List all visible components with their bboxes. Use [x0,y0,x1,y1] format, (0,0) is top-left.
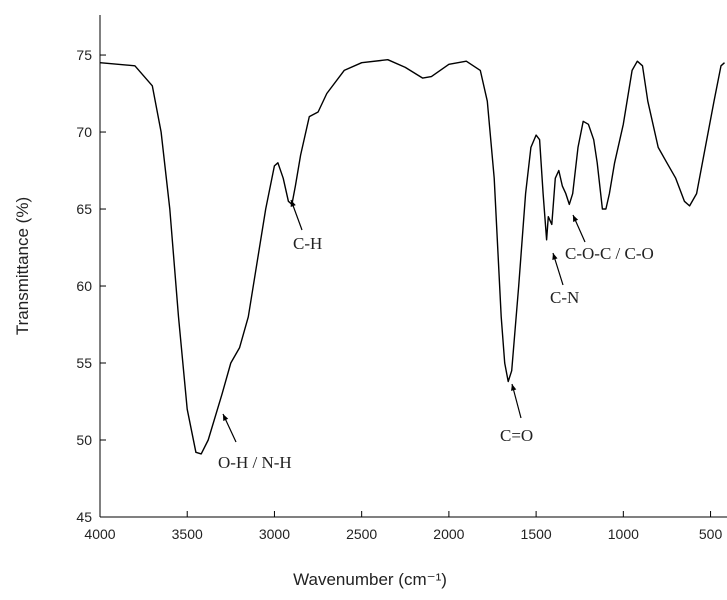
arrow-head [573,215,579,222]
annotation: C-O-C / C-O [565,244,654,263]
spectrum-line [99,59,725,455]
y-axis-label: Transmittance (%) [13,197,32,335]
annotation: O-H / N-H [218,453,292,472]
y-tick-label: 60 [76,278,92,294]
x-tick-label: 2000 [433,526,464,542]
x-tick-label: 500 [699,526,723,542]
x-tick-label: 2500 [346,526,377,542]
arrow-head [511,384,517,391]
arrow-head [223,414,229,421]
arrow-head [290,200,296,207]
x-tick-label: 3000 [259,526,290,542]
x-tick-label: 3500 [172,526,203,542]
y-tick-label: 55 [76,355,92,371]
arrow-head [552,253,558,260]
y-tick-label: 50 [76,432,92,448]
y-tick-label: 65 [76,201,92,217]
y-tick-label: 45 [76,509,92,525]
x-axis-label: Wavenumber (cm⁻¹) [293,570,447,589]
x-tick-label: 1000 [608,526,639,542]
x-tick-label: 1500 [521,526,552,542]
annotation: C-N [550,288,579,307]
y-tick-label: 75 [76,47,92,63]
annotation: C=O [500,426,533,445]
annotation: C-H [293,234,322,253]
x-tick-label: 4000 [84,526,115,542]
y-tick-label: 70 [76,124,92,140]
